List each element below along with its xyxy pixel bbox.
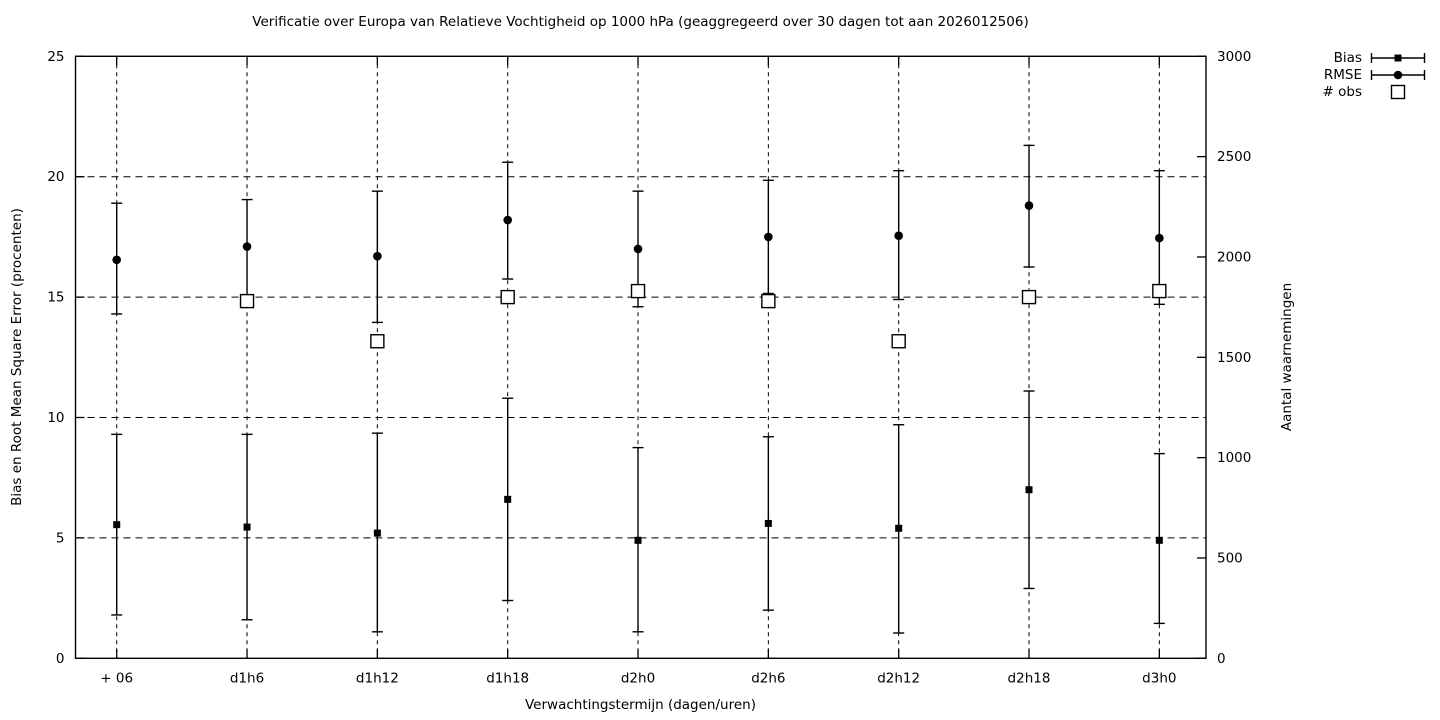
legend-label-bias: Bias xyxy=(1333,49,1362,66)
bias-errorbar-icon xyxy=(1370,52,1426,63)
svg-text:10: 10 xyxy=(47,410,64,426)
obs-square-icon xyxy=(1390,84,1406,99)
legend: Bias RMSE # obs xyxy=(1300,49,1426,100)
svg-text:15: 15 xyxy=(47,290,64,306)
series-obs xyxy=(239,283,1167,349)
svg-text:2500: 2500 xyxy=(1217,149,1251,165)
svg-text:25: 25 xyxy=(47,49,64,65)
rmse-errorbar-icon xyxy=(1370,69,1426,80)
svg-text:20: 20 xyxy=(47,169,64,185)
svg-text:500: 500 xyxy=(1217,550,1243,566)
x-axis-label: Verwachtingstermijn (dagen/uren) xyxy=(525,697,756,713)
svg-text:0: 0 xyxy=(56,651,65,667)
axis-ticks xyxy=(75,55,1206,659)
svg-text:0: 0 xyxy=(1217,651,1226,667)
svg-text:d1h12: d1h12 xyxy=(356,670,399,686)
legend-item-rmse: RMSE xyxy=(1300,66,1426,83)
svg-text:d2h0: d2h0 xyxy=(621,670,655,686)
svg-text:d1h18: d1h18 xyxy=(486,670,529,686)
legend-item-obs: # obs xyxy=(1300,83,1426,100)
svg-text:+ 06: + 06 xyxy=(100,670,133,686)
series-bias xyxy=(111,390,1165,634)
svg-text:d3h0: d3h0 xyxy=(1142,670,1176,686)
plot-border xyxy=(74,55,1207,659)
legend-label-obs: # obs xyxy=(1322,83,1362,100)
svg-text:1500: 1500 xyxy=(1217,350,1251,366)
svg-text:d1h6: d1h6 xyxy=(230,670,264,686)
gridlines xyxy=(75,56,1206,659)
axis-tick-labels: 0 5 10 15 20 25 0 500 1000 1500 2000 2500 3000 + 06 d1… xyxy=(47,49,1251,686)
svg-text:d2h6: d2h6 xyxy=(751,670,785,686)
svg-text:2000: 2000 xyxy=(1217,249,1251,265)
svg-text:3000: 3000 xyxy=(1217,49,1251,65)
chart-title: Verificatie over Europa van Relatieve Vo… xyxy=(252,14,1029,30)
legend-label-rmse: RMSE xyxy=(1323,66,1362,83)
legend-item-bias: Bias xyxy=(1300,49,1426,66)
svg-text:d2h12: d2h12 xyxy=(877,670,920,686)
svg-text:d2h18: d2h18 xyxy=(1008,670,1051,686)
svg-text:1000: 1000 xyxy=(1217,450,1251,466)
svg-text:5: 5 xyxy=(56,530,65,546)
